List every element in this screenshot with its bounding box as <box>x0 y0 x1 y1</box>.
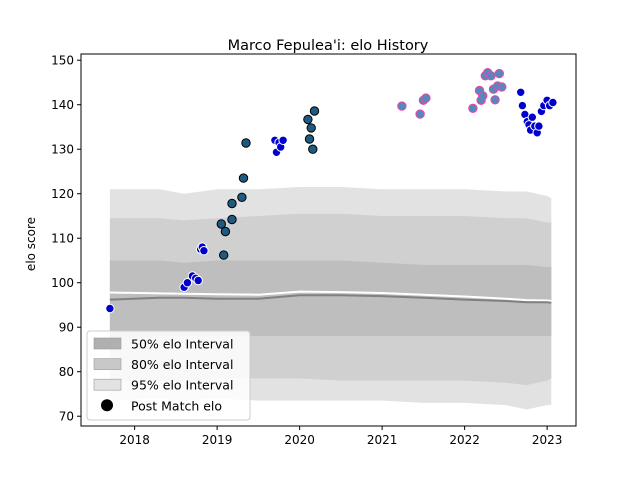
data-point <box>237 192 247 203</box>
data-point <box>220 226 231 237</box>
data-point <box>105 303 115 314</box>
y-tick-label: 70 <box>59 409 74 423</box>
data-point <box>517 100 528 111</box>
y-axis-ticks: 70 80 90 100 110 120 130 140 150 <box>51 53 81 423</box>
data-point <box>534 121 544 131</box>
median-elo-line <box>109 294 552 304</box>
data-point <box>308 144 318 154</box>
data-point <box>303 114 313 125</box>
data-point <box>216 219 227 229</box>
data-point <box>227 214 237 225</box>
data-point <box>468 103 478 114</box>
legend-label: Post Match elo <box>131 398 222 413</box>
x-axis-ticks: 2018 2019 2020 2021 2022 2023 <box>119 426 562 447</box>
data-point <box>415 109 425 119</box>
x-tick-label: 2018 <box>119 433 150 447</box>
data-point <box>306 123 316 133</box>
data-point <box>497 82 507 92</box>
data-point <box>548 97 558 108</box>
y-tick-label: 120 <box>51 187 74 201</box>
y-tick-label: 90 <box>59 320 74 334</box>
data-point <box>193 275 203 286</box>
data-point <box>397 101 407 111</box>
data-point <box>478 91 488 101</box>
x-tick-label: 2019 <box>202 433 233 447</box>
data-point <box>527 112 537 122</box>
y-tick-label: 130 <box>51 142 74 156</box>
data-point <box>182 278 193 288</box>
data-point <box>219 250 229 260</box>
x-tick-label: 2023 <box>532 433 563 447</box>
data-point <box>241 138 251 148</box>
data-point <box>227 198 237 209</box>
y-tick-label: 100 <box>51 276 74 290</box>
y-tick-label: 140 <box>51 98 74 112</box>
data-point <box>486 71 496 81</box>
legend-swatch <box>93 378 122 391</box>
data-point <box>490 95 500 105</box>
data-point <box>516 87 526 98</box>
data-point <box>421 93 431 103</box>
legend-swatch <box>93 337 122 350</box>
chart-title: Marco Fepulea'i: elo History <box>228 38 429 54</box>
data-point <box>494 68 504 79</box>
data-point <box>309 106 320 116</box>
legend-swatch <box>93 358 122 370</box>
data-point <box>238 173 249 183</box>
plot-frame <box>80 53 577 427</box>
legend-label: 50% elo Interval <box>131 337 233 352</box>
mean-elo-line <box>109 290 552 302</box>
legend-label: 95% elo Interval <box>131 378 233 393</box>
y-tick-label: 150 <box>51 53 74 67</box>
x-tick-label: 2021 <box>367 433 398 447</box>
y-axis-label: elo score <box>24 217 38 271</box>
data-point <box>278 135 288 146</box>
data-point <box>304 134 315 144</box>
x-tick-label: 2022 <box>449 433 480 447</box>
data-point <box>199 246 209 256</box>
x-tick-label: 2020 <box>284 433 315 447</box>
y-tick-label: 80 <box>59 365 74 379</box>
legend-marker <box>101 399 113 412</box>
legend: 50% elo Interval 80% elo Interval 95% elo … <box>86 330 251 421</box>
legend-label: 80% elo Interval <box>131 357 233 372</box>
median-lines <box>109 290 552 304</box>
y-tick-label: 110 <box>51 231 74 245</box>
legend-box <box>86 330 251 421</box>
post-match-points <box>105 68 558 314</box>
band50-area <box>109 260 552 339</box>
